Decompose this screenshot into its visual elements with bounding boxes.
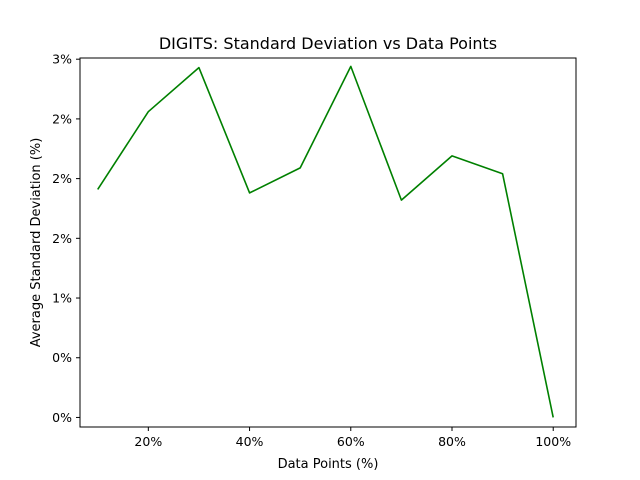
y-tick-label: 0%	[52, 350, 72, 365]
plot-frame	[79, 57, 577, 428]
data-point	[299, 167, 301, 169]
x-tick-label: 20%	[134, 434, 162, 449]
x-tick-label: 100%	[535, 434, 571, 449]
y-tick-label: 3%	[52, 52, 72, 67]
axis-ticks: 20% 40% 60% 80% 100% 0% 0% 1% 2% 2% 2% 3%	[52, 52, 571, 449]
data-point	[502, 173, 504, 175]
x-tick-label: 60%	[337, 434, 365, 449]
y-axis-label: Average Standard Deviation (%)	[29, 138, 44, 348]
data-point	[198, 67, 200, 69]
data-point	[249, 192, 251, 194]
y-tick-label: 2%	[52, 171, 72, 186]
series-line	[97, 65, 554, 418]
data-point	[451, 155, 453, 157]
data-point	[401, 199, 403, 201]
x-tick-label: 40%	[236, 434, 264, 449]
data-point	[350, 66, 352, 68]
y-tick-label: 2%	[52, 111, 72, 126]
y-tick-label: 0%	[52, 410, 72, 425]
data-point	[97, 189, 99, 191]
data-point	[148, 111, 150, 113]
x-tick-label: 80%	[438, 434, 466, 449]
y-tick-label: 1%	[52, 291, 72, 306]
y-tick-label: 2%	[52, 231, 72, 246]
data-point	[552, 417, 554, 419]
x-axis-label: Data Points (%)	[278, 457, 379, 472]
chart-title: DIGITS: Standard Deviation vs Data Point…	[159, 34, 497, 53]
data-series	[97, 65, 554, 419]
